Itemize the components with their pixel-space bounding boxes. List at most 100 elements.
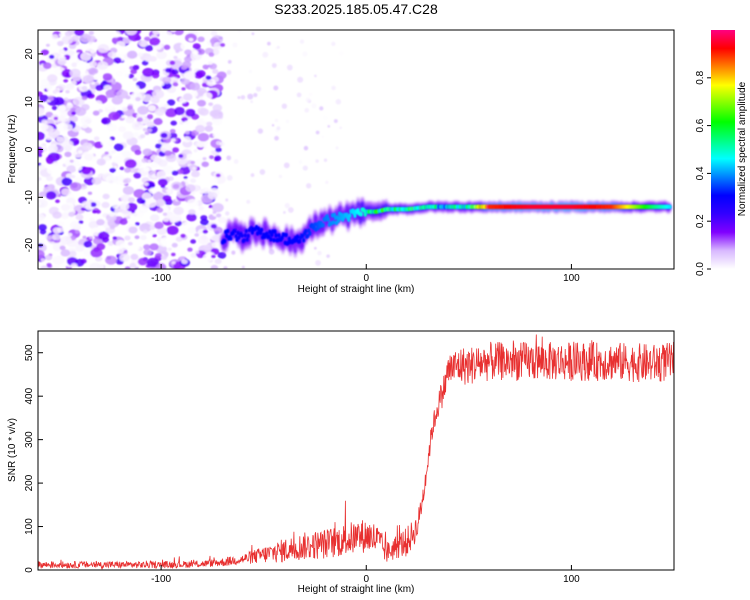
- noise-blob: [115, 130, 121, 135]
- noise-blob: [66, 165, 77, 173]
- noise-blob: [101, 117, 111, 125]
- noise-blob: [97, 61, 109, 70]
- noise-blob: [190, 253, 197, 259]
- noise-blob: [237, 113, 242, 118]
- noise-blob: [46, 175, 53, 182]
- noise-blob: [174, 107, 185, 116]
- noise-blob: [71, 35, 80, 42]
- colorbar-strip: [711, 30, 735, 269]
- noise-blob: [132, 212, 138, 217]
- noise-blob: [167, 247, 172, 251]
- noise-blob: [171, 138, 176, 142]
- noise-blob: [44, 254, 53, 261]
- noise-blob: [223, 266, 228, 269]
- noise-blob: [134, 123, 140, 128]
- noise-blob: [137, 52, 144, 57]
- noise-blob: [183, 93, 193, 101]
- noise-blob: [111, 30, 121, 38]
- noise-blob: [227, 60, 232, 64]
- noise-blob: [57, 57, 67, 66]
- snr-y-ticks: 0 100 200 300 400 500: [24, 344, 43, 573]
- noise-blob: [173, 30, 184, 36]
- noise-blob: [46, 166, 58, 175]
- noise-blob: [160, 236, 172, 246]
- x-tick-label: 0: [363, 574, 369, 585]
- noise-blob: [285, 119, 290, 124]
- noise-blob: [192, 43, 201, 50]
- noise-blob: [75, 107, 87, 116]
- ridge-core-cell: [240, 233, 244, 238]
- noise-blob: [167, 99, 176, 106]
- noise-blob: [50, 87, 60, 95]
- noise-blob: [210, 223, 217, 229]
- noise-blob: [284, 202, 290, 209]
- noise-blob: [55, 199, 60, 204]
- noise-blob: [190, 178, 197, 183]
- noise-blob: [210, 30, 218, 36]
- noise-blob: [125, 30, 138, 36]
- noise-blob: [154, 221, 164, 230]
- noise-blob: [96, 243, 106, 251]
- noise-blob: [338, 50, 344, 57]
- noise-blob: [319, 106, 324, 111]
- noise-blob: [94, 100, 103, 107]
- noise-blob: [197, 141, 205, 148]
- noise-blob: [163, 44, 171, 50]
- noise-blob: [80, 116, 92, 125]
- noise-blob: [46, 235, 53, 240]
- noise-blob: [325, 180, 329, 185]
- noise-blob: [246, 199, 251, 204]
- noise-blob: [139, 223, 152, 233]
- noise-blob: [172, 183, 180, 189]
- noise-blob: [311, 103, 317, 109]
- noise-blob: [38, 224, 47, 231]
- noise-blob: [276, 45, 280, 49]
- noise-blob: [40, 258, 46, 262]
- noise-blob: [157, 178, 168, 187]
- noise-blob: [113, 57, 122, 64]
- noise-blob: [68, 211, 75, 217]
- noise-blob: [39, 94, 49, 102]
- noise-blob: [109, 81, 122, 91]
- noise-blob: [115, 239, 126, 248]
- noise-blob: [315, 159, 319, 163]
- ridge-core-cell: [301, 233, 305, 239]
- noise-blob: [317, 250, 322, 256]
- y-tick-label: 300: [24, 431, 35, 448]
- noise-blob: [112, 236, 117, 240]
- noise-blob: [61, 188, 71, 196]
- noise-blob: [184, 120, 190, 125]
- noise-blob: [184, 49, 192, 56]
- noise-blob: [214, 258, 222, 265]
- noise-blob: [80, 52, 92, 61]
- colorbar-tick-label: 0.4: [695, 166, 706, 180]
- noise-blob: [162, 76, 172, 84]
- noise-blob: [273, 85, 279, 91]
- noise-blob: [130, 253, 139, 260]
- noise-blob: [226, 175, 233, 181]
- noise-blob: [65, 90, 70, 94]
- noise-blob: [129, 263, 137, 269]
- noise-blob: [38, 107, 45, 115]
- noise-blob: [283, 162, 290, 169]
- noise-blob: [163, 103, 169, 108]
- noise-blob: [81, 200, 92, 209]
- noise-blob: [327, 124, 331, 128]
- noise-blob: [274, 118, 279, 123]
- noise-blob: [121, 106, 128, 112]
- noise-blob: [194, 82, 199, 86]
- noise-blob: [39, 239, 45, 244]
- ridge-core-cell: [347, 217, 351, 222]
- noise-blob: [206, 121, 213, 127]
- noise-blob: [38, 199, 48, 208]
- noise-blob: [335, 99, 342, 105]
- noise-blob: [121, 114, 126, 119]
- noise-blob: [170, 30, 177, 33]
- noise-blob: [215, 147, 222, 153]
- ridge-core-cell: [226, 228, 230, 234]
- noise-blob: [212, 104, 223, 112]
- ridge-core-cell: [260, 227, 264, 233]
- noise-blob: [64, 151, 72, 158]
- noise-blob: [321, 135, 325, 138]
